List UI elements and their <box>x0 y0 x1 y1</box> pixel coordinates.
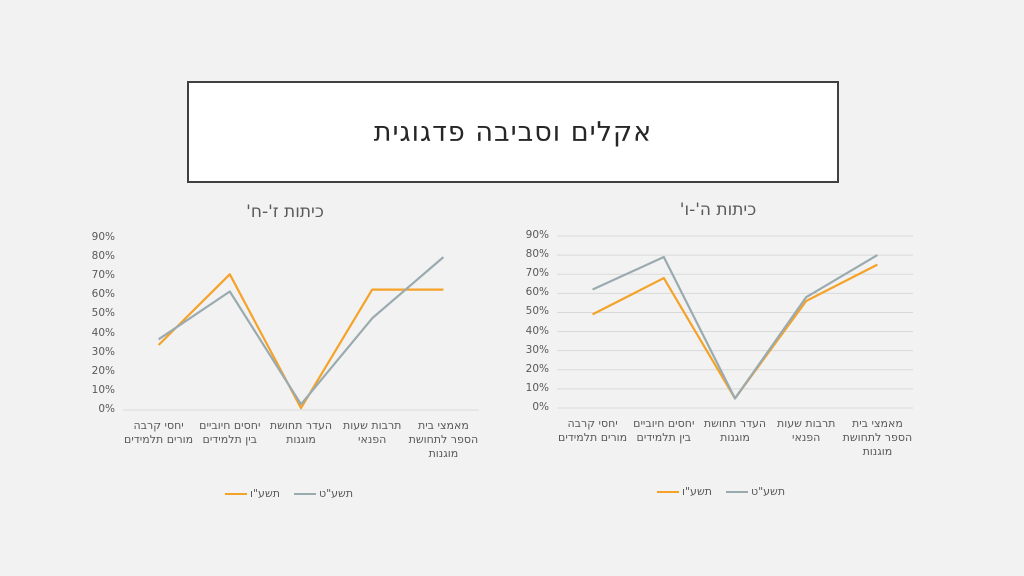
y-tick-label: 50% <box>91 307 115 320</box>
x-category-label: יחסים חיוביים בין תלמידים <box>199 419 261 446</box>
y-tick-label: 10% <box>91 383 115 396</box>
legend-item: תשע"ו <box>225 487 280 500</box>
y-tick-label: 20% <box>525 362 549 375</box>
legend-label: תשע"ט <box>750 485 786 498</box>
y-tick-label: 20% <box>91 364 115 377</box>
chart-title: כיתות ה'-ו' <box>679 200 757 220</box>
x-category-label: יחסים חיוביים בין תלמידים <box>633 417 695 444</box>
y-tick-label: 40% <box>525 324 549 337</box>
x-category-label: מאמצי בית הספר לתחושת מוגנות <box>408 419 479 460</box>
x-category-label: מאמצי בית הספר לתחושת מוגנות <box>842 417 913 458</box>
legend-label: תשע"ט <box>318 487 354 500</box>
x-category-label: יחסי קרבה מורים תלמידים <box>558 417 628 444</box>
y-tick-label: 60% <box>91 288 115 301</box>
legend-label: תשע"ו <box>250 487 280 500</box>
legend-item: תשע"ט <box>293 487 354 500</box>
x-category-label: תרבות שעות הפנאי <box>776 417 836 444</box>
legend-item: תשע"ו <box>657 485 712 498</box>
slide-title-box: אקלים וסביבה פדגוגית <box>187 81 839 183</box>
legend-item: תשע"ט <box>725 485 786 498</box>
y-tick-label: 80% <box>91 250 115 263</box>
legend-swatch <box>725 490 748 493</box>
y-tick-label: 90% <box>525 229 549 241</box>
y-tick-label: 0% <box>98 403 115 415</box>
chart-title: כיתות ז'-ח' <box>246 202 324 222</box>
y-tick-label: 70% <box>91 269 115 282</box>
y-tick-label: 70% <box>525 267 549 280</box>
slide-title: אקלים וסביבה פדגוגית <box>373 116 653 148</box>
legend-swatch <box>293 492 316 495</box>
y-tick-label: 60% <box>525 286 549 299</box>
y-tick-label: 30% <box>91 345 115 358</box>
legend-swatch <box>657 490 679 493</box>
y-tick-label: 90% <box>91 231 115 243</box>
x-category-label: יחסי קרבה מורים תלמידים <box>124 419 194 446</box>
series-line-1 <box>592 254 878 400</box>
y-tick-label: 30% <box>525 343 549 356</box>
legend-label: תשע"ו <box>682 485 712 498</box>
x-category-label: העדר תחושת מוגנות <box>703 417 767 444</box>
y-tick-label: 80% <box>525 248 549 261</box>
x-category-label: העדר תחושת מוגנות <box>269 419 333 446</box>
legend-swatch <box>225 492 247 495</box>
y-tick-label: 0% <box>532 401 549 413</box>
y-tick-label: 40% <box>91 326 115 339</box>
y-tick-label: 50% <box>525 305 549 318</box>
legend: תשע"ו תשע"ט <box>657 485 785 498</box>
legend: תשע"ו תשע"ט <box>225 487 353 500</box>
y-tick-label: 10% <box>525 381 549 394</box>
x-category-label: תרבות שעות הפנאי <box>342 419 402 446</box>
